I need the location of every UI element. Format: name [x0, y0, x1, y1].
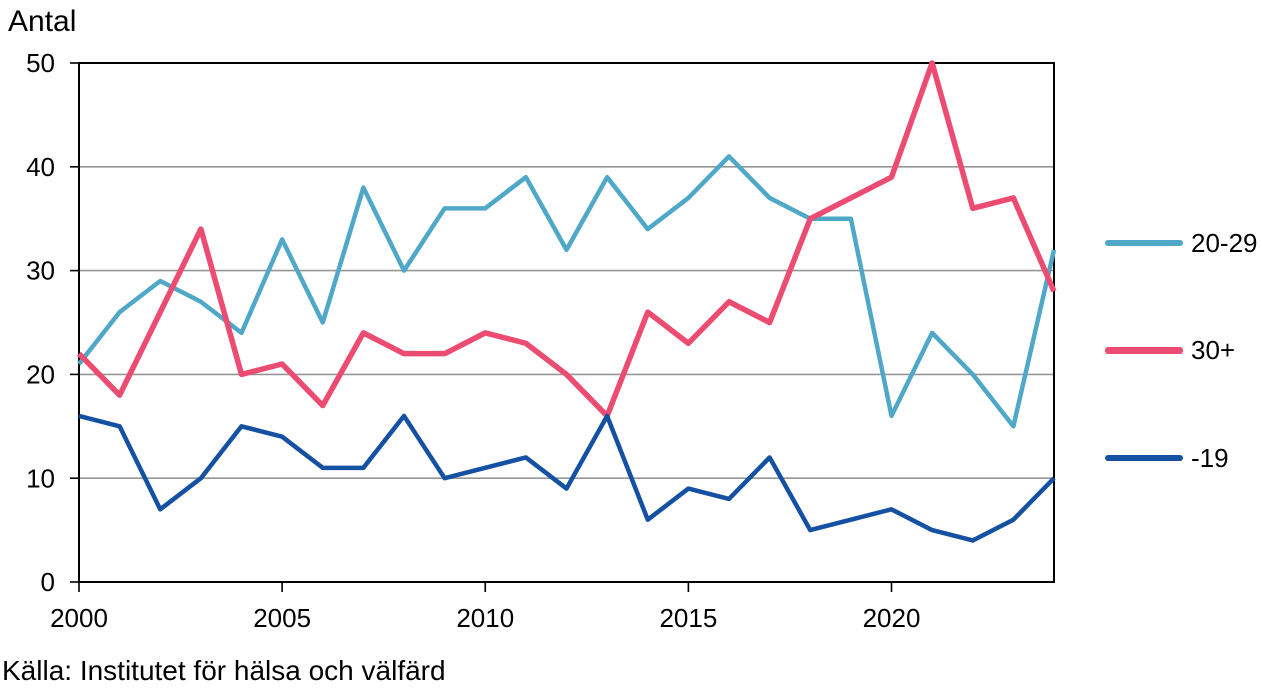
legend-label-minus19: -19	[1191, 442, 1229, 473]
source-caption: Källa: Institutet för hälsa och välfärd	[2, 655, 446, 686]
x-tick-label-2010: 2010	[456, 603, 514, 633]
legend-entry-30plus: 30+	[1105, 335, 1235, 365]
y-tick-label-20: 20	[26, 360, 55, 390]
x-tick-label-2015: 2015	[659, 603, 717, 633]
x-tick-label-2000: 2000	[50, 603, 108, 633]
y-tick-label-10: 10	[26, 463, 55, 493]
y-tick-label-0: 0	[41, 567, 55, 597]
legend-swatch-30plus	[1105, 346, 1183, 354]
legend-entry-minus19: -19	[1105, 443, 1229, 473]
y-axis-title: Antal	[8, 5, 77, 38]
y-tick-label-40: 40	[26, 152, 55, 182]
series-line-30+	[77, 60, 1057, 419]
legend-label-30plus: 30+	[1191, 334, 1236, 365]
legend-entry-20-29: 20-29	[1105, 228, 1258, 258]
series-line-20-29	[77, 154, 1057, 429]
legend: 20-29 30+ -19	[1105, 0, 1262, 600]
y-tick-label-50: 50	[26, 48, 55, 78]
y-tick-label-30: 30	[26, 256, 55, 286]
x-tick-label-2005: 2005	[253, 603, 311, 633]
series-line--19	[78, 413, 1056, 543]
plot-frame	[78, 62, 1055, 583]
legend-swatch-20-29	[1105, 240, 1183, 246]
legend-label-20-29: 20-29	[1191, 227, 1258, 258]
legend-swatch-minus19	[1105, 455, 1183, 461]
x-tick-label-2020: 2020	[863, 603, 921, 633]
